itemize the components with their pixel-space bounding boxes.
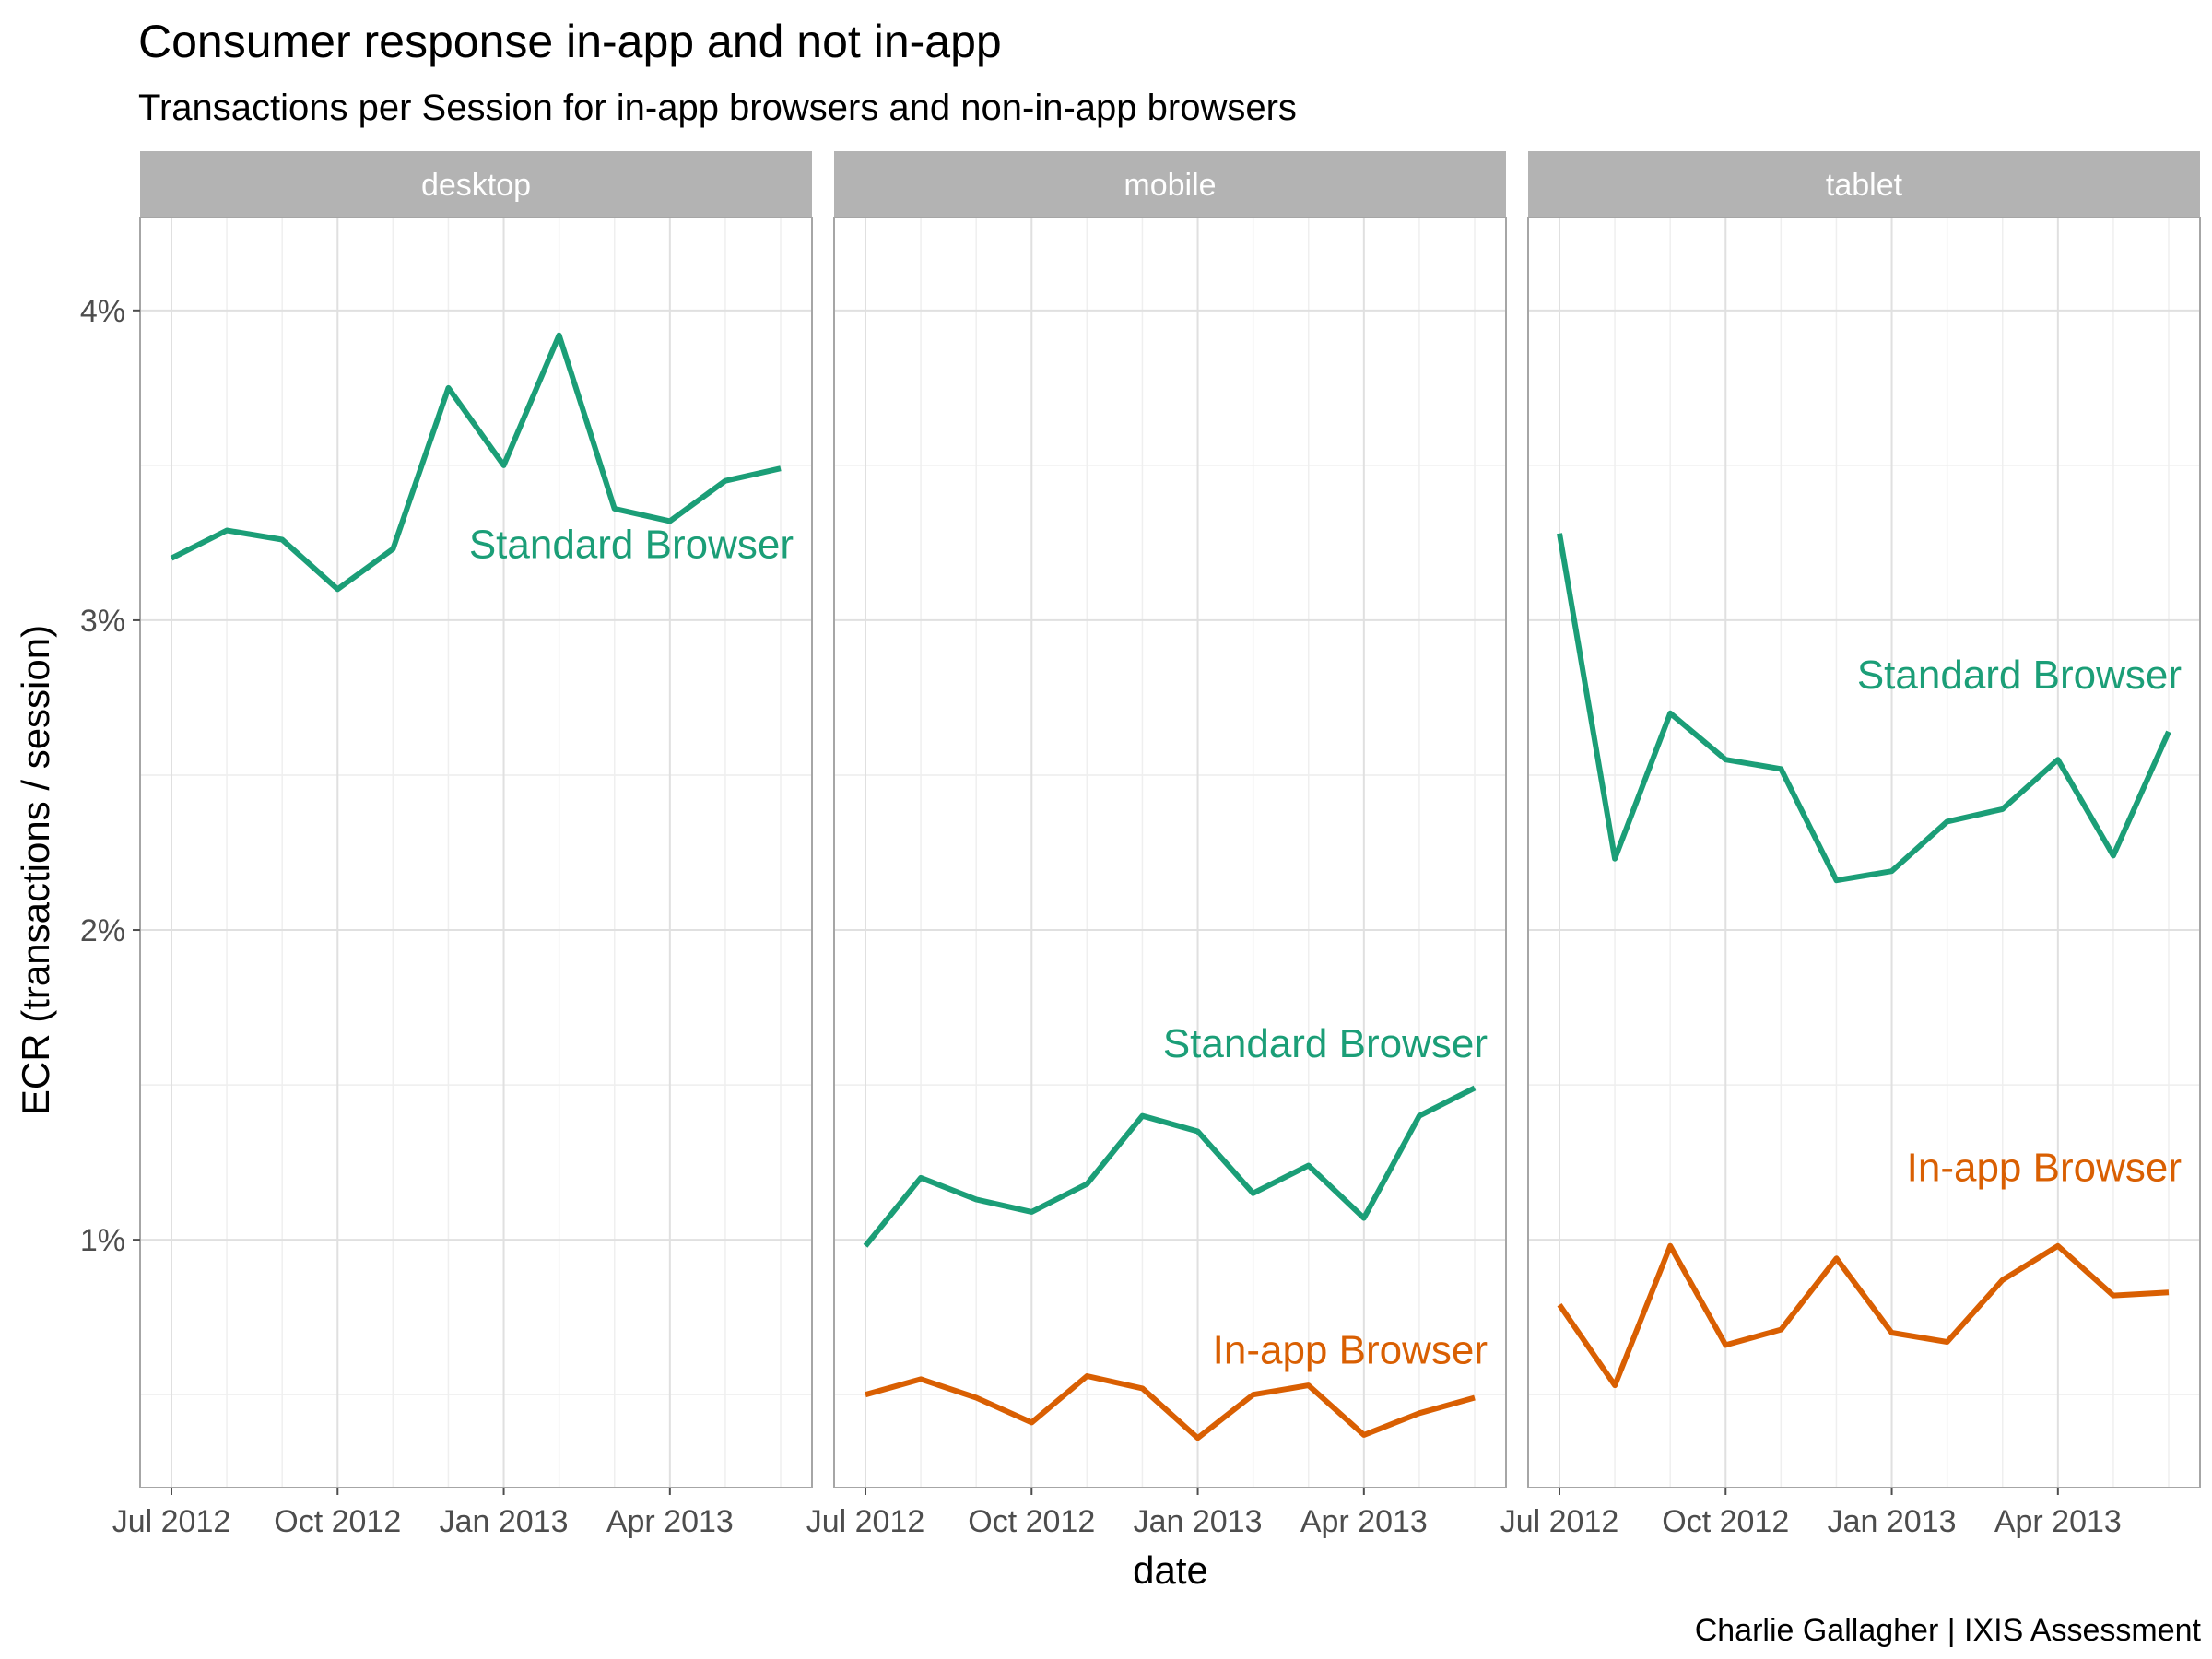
panel-tablet: tablet Jul 2012 Oct 2012 Jan 2013 Apr 2013 St…: [1500, 151, 2201, 1539]
y-tick-label: 1%: [80, 1223, 125, 1258]
series-line-tablet-in-app-browser: [1557, 1242, 2170, 1389]
series-line-mobile-in-app-browser: [865, 1373, 1476, 1441]
x-tick-label: Jul 2012: [806, 1504, 925, 1539]
y-tick-label: 2%: [80, 913, 125, 948]
series-line-mobile-standard-browser: [863, 1085, 1477, 1248]
y-tick-label: 3%: [80, 604, 125, 639]
strip-tablet: [1528, 151, 2200, 218]
x-tick-label: Jul 2012: [112, 1504, 231, 1539]
chart-title: Consumer response in-app and not in-app: [138, 16, 1002, 67]
series-line-tablet-standard-browser: [1557, 533, 2171, 884]
x-tick-label: Apr 2013: [1994, 1504, 2122, 1539]
x-tick-label: Jan 2013: [440, 1504, 569, 1539]
series-label-mobile-standard-browser: Standard Browser: [1163, 1021, 1488, 1066]
panel-desktop: desktop Jul 2012 Oct 2012 Jan 2013 Apr 2013 S…: [112, 151, 813, 1539]
x-tick-label: Oct 2012: [1662, 1504, 1789, 1539]
panel-border-tablet: [1527, 217, 2201, 1488]
panel-mobile: mobile Jul 2012 Oct 2012 Jan 2013 Apr 2013 St…: [806, 151, 1507, 1539]
strip-label-tablet: tablet: [1826, 168, 1903, 203]
x-axis-title: date: [1133, 1548, 1208, 1592]
strip-label-desktop: desktop: [421, 168, 531, 203]
chart-caption: Charlie Gallagher | IXIS Assessment: [1695, 1613, 2202, 1648]
x-tick-label: Jan 2013: [1828, 1504, 1957, 1539]
x-tick-label: Oct 2012: [968, 1504, 1095, 1539]
series-line-desktop-standard-browser: [170, 332, 782, 593]
panels-layer: desktop Jul 2012 Oct 2012 Jan 2013 Apr 2013 S…: [112, 151, 2201, 1539]
series-label-tablet-in-app-browser: In-app Browser: [1907, 1145, 2182, 1190]
y-tick-label: 4%: [80, 294, 125, 329]
strip-desktop: [140, 151, 812, 218]
panel-border-mobile: [833, 217, 1507, 1488]
strip-mobile: [834, 151, 1506, 218]
chart-subtitle: Transactions per Session for in-app brow…: [138, 88, 1297, 128]
x-tick-label: Oct 2012: [274, 1504, 401, 1539]
x-tick-label: Apr 2013: [1300, 1504, 1428, 1539]
x-tick-label: Jul 2012: [1500, 1504, 1619, 1539]
series-label-desktop-standard-browser: Standard Browser: [469, 523, 794, 568]
series-label-tablet-standard-browser: Standard Browser: [1857, 653, 2182, 698]
x-tick-label: Jan 2013: [1134, 1504, 1263, 1539]
panel-border-desktop: [139, 217, 813, 1488]
strip-label-mobile: mobile: [1124, 168, 1216, 203]
series-label-mobile-in-app-browser: In-app Browser: [1213, 1328, 1488, 1373]
y-axis-title: ECR (transactions / session): [14, 625, 57, 1115]
y-axis: 1% 2% 3% 4%: [80, 294, 140, 1258]
x-tick-label: Apr 2013: [606, 1504, 734, 1539]
